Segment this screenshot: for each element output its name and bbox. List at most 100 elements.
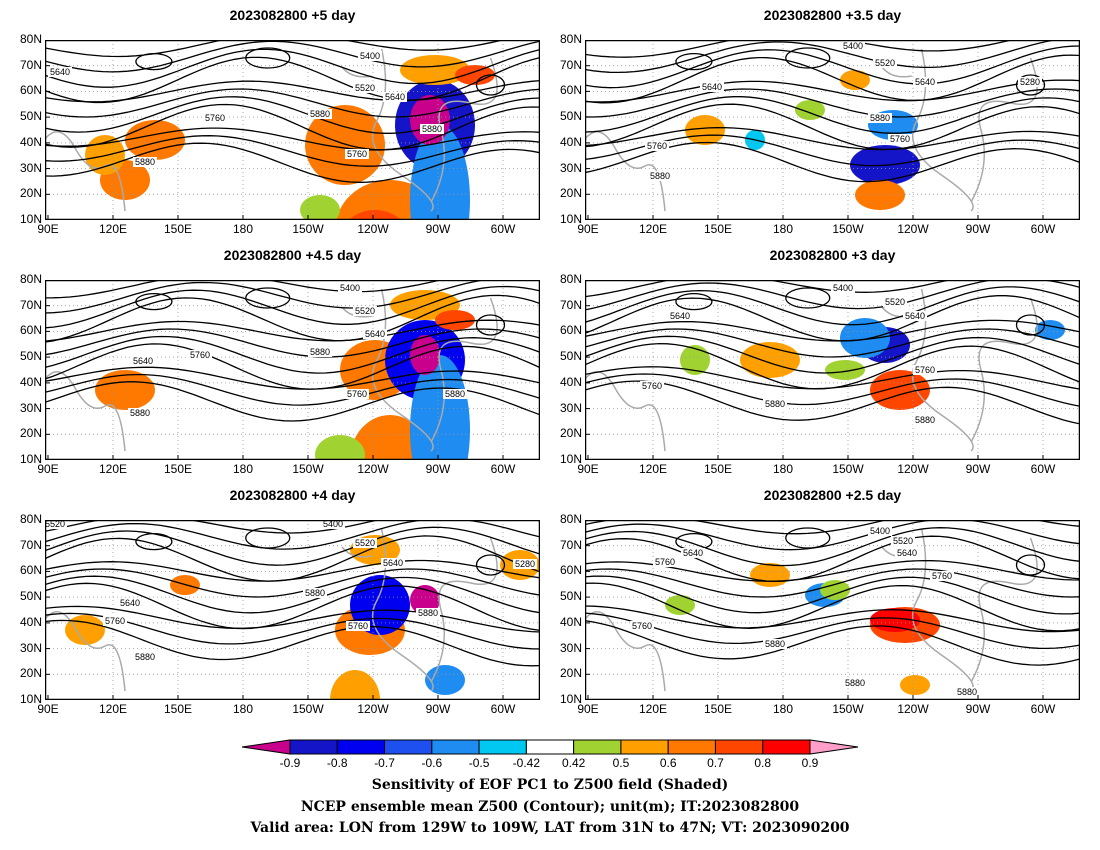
lat-label: 80N (19, 272, 42, 286)
lon-label: 150W (292, 222, 324, 236)
lat-label: 20N (19, 426, 42, 441)
lon-label: 120W (897, 702, 929, 716)
lat-label: 20N (559, 666, 582, 681)
z500-contour (585, 520, 1080, 551)
z500-contour (1015, 74, 1046, 96)
sensitivity-shading (820, 580, 850, 600)
lat-label: 70N (19, 297, 42, 312)
lat-label: 70N (19, 537, 42, 552)
lon-label: 90W (425, 222, 451, 236)
contour-label: 5760 (105, 616, 125, 626)
contour-label: 5400 (833, 283, 853, 293)
sensitivity-shading (410, 125, 470, 220)
lon-label: 60W (1030, 702, 1056, 716)
z500-contour (45, 40, 506, 58)
contour-label: 5760 (348, 621, 368, 631)
z500-contour (45, 520, 540, 534)
contour-label: 5520 (45, 520, 65, 529)
contour-label: 5400 (870, 526, 890, 536)
contour-label: 5760 (932, 571, 952, 581)
panel-title: 2023082800 +5 day (229, 7, 356, 23)
caption-line-2: NCEP ensemble mean Z500 (Contour); unit(… (300, 799, 800, 815)
contour-label: 5760 (347, 389, 367, 399)
lon-label: 120E (638, 462, 668, 476)
z500-contour (585, 620, 1080, 666)
colorbar-label: -0.6 (421, 756, 443, 770)
z500-contour (585, 88, 1080, 118)
contour-label: 5640 (120, 598, 140, 608)
z500-contour (45, 135, 540, 167)
lat-label: 40N (19, 374, 42, 389)
contour-label: 5760 (205, 113, 225, 123)
lat-label: 60N (559, 563, 582, 578)
lon-label: 150W (292, 462, 324, 476)
z500-contour (45, 568, 540, 598)
contour-label: 5760 (647, 141, 667, 151)
contour-label: 5640 (50, 67, 70, 77)
z500-contour (45, 142, 540, 183)
map-frame (45, 280, 540, 460)
sensitivity-shading (685, 115, 725, 145)
lat-label: 50N (19, 589, 42, 604)
lat-label: 20N (19, 666, 42, 681)
sensitivity-shading (410, 585, 440, 615)
lat-label: 60N (19, 83, 42, 98)
sensitivity-shading (435, 310, 475, 330)
z500-contour (45, 582, 540, 632)
lon-label: 120E (98, 702, 128, 716)
z500-contour (45, 619, 540, 667)
z500-contour (585, 319, 1080, 342)
z500-contour (45, 280, 444, 299)
panel-title: 2023082800 +3.5 day (763, 7, 902, 23)
z500-contour (45, 88, 540, 118)
z500-contour (585, 527, 1080, 567)
lat-label: 80N (559, 32, 582, 46)
caption-line-3: Valid area: LON from 129W to 109W, LAT f… (250, 820, 850, 836)
colorbar-segment (667, 739, 716, 755)
z500-contour (45, 280, 540, 314)
z500-contour (675, 292, 713, 311)
lat-label: 70N (19, 57, 42, 72)
lon-label: 90W (425, 702, 451, 716)
contour-label: 5640 (915, 77, 935, 87)
z500-contour (45, 48, 540, 88)
z500-contour (585, 295, 1080, 342)
contour-label: 5640 (383, 558, 403, 568)
z500-contour (675, 52, 713, 71)
z500-contour (135, 292, 173, 311)
contour-label: 5880 (915, 415, 935, 425)
z500-contour (135, 532, 173, 551)
lat-label: 70N (559, 537, 582, 552)
contour-label: 5520 (355, 83, 375, 93)
lat-label: 20N (19, 186, 42, 201)
z500-contour (585, 103, 1080, 151)
z500-contour (45, 103, 540, 151)
contour-label: 5400 (323, 520, 343, 529)
lat-label: 80N (559, 512, 582, 526)
map-frame (45, 520, 540, 700)
lat-label: 80N (19, 32, 42, 46)
z500-contour (585, 612, 1080, 650)
sensitivity-shading (410, 335, 440, 375)
sensitivity-shading (900, 675, 930, 695)
sensitivity-shading (300, 195, 340, 220)
lon-label: 150E (703, 222, 733, 236)
z500-contour (45, 343, 540, 390)
z500-contour (45, 79, 540, 103)
z500-contour (475, 554, 506, 576)
lon-label: 90E (577, 462, 599, 476)
sensitivity-shading (680, 345, 710, 375)
contour-label: 5520 (875, 58, 895, 68)
colorbar-label: 0.42 (561, 756, 586, 770)
lon-label: 150W (832, 702, 864, 716)
lon-label: 90E (577, 222, 599, 236)
z500-contour (1015, 314, 1046, 336)
coastline (585, 48, 1038, 212)
colorbar-arrow-right (809, 739, 859, 755)
lat-label: 60N (19, 323, 42, 338)
caption-line-1: Sensitivity of EOF PC1 to Z500 field (Sh… (371, 777, 729, 793)
lon-label: 120W (357, 222, 389, 236)
